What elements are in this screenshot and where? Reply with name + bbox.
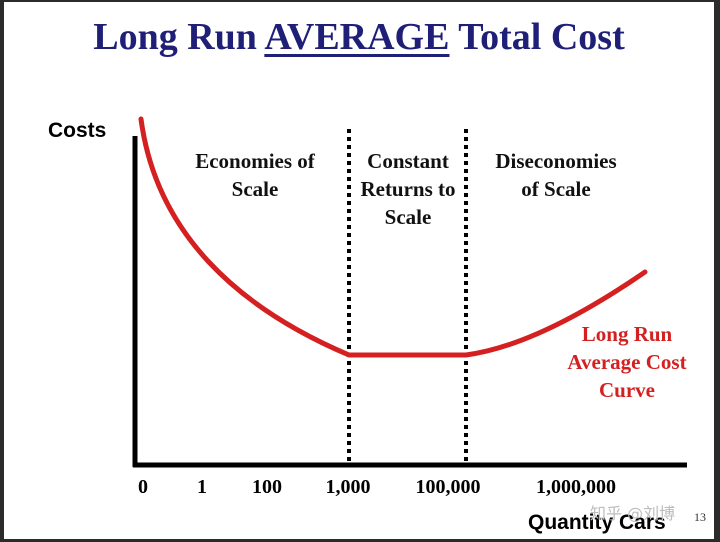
- cost-chart: [132, 116, 687, 468]
- curve-label: Long Run Average Cost Curve: [552, 320, 702, 404]
- x-tick-label: 1: [197, 476, 207, 498]
- y-axis-label: Costs: [48, 119, 107, 142]
- region-constant-line-2: Returns to: [360, 177, 456, 201]
- title-prefix: Long Run: [93, 16, 265, 58]
- region-economies: Economies of Scale: [176, 147, 334, 203]
- region-constant-line-1: Constant: [367, 149, 449, 173]
- curve-label-line-1: Long Run: [581, 322, 673, 346]
- region-diseconomies-line-2: of Scale: [521, 177, 591, 201]
- x-tick-label: 1,000: [325, 476, 371, 498]
- title-emphasis: AVERAGE: [264, 16, 450, 58]
- slide-title: Long Run AVERAGE Total Cost: [4, 14, 714, 60]
- curve-label-line-3: Curve: [599, 378, 655, 402]
- region-constant-line-3: Scale: [384, 205, 432, 229]
- x-tick-label: 100,000: [415, 476, 481, 498]
- page-number: 13: [694, 510, 706, 524]
- slide: Long Run AVERAGE Total Cost Costs Econom…: [4, 2, 714, 539]
- region-economies-line-2: Scale: [231, 177, 279, 201]
- region-economies-line-1: Economies of: [195, 149, 315, 173]
- region-constant: Constant Returns to Scale: [346, 147, 470, 231]
- region-diseconomies: Diseconomies of Scale: [478, 147, 634, 203]
- x-axis-label: Quantity Cars: [528, 511, 666, 534]
- x-tick-label: 100: [252, 476, 282, 498]
- watermark: 知乎 @刘博: [590, 504, 676, 523]
- x-tick-label: 0: [138, 476, 148, 498]
- region-diseconomies-line-1: Diseconomies: [495, 149, 617, 173]
- lrac-curve: [138, 116, 648, 358]
- x-tick-label: 1,000,000: [536, 476, 616, 498]
- title-suffix: Total Cost: [449, 16, 625, 58]
- curve-label-line-2: Average Cost: [567, 350, 687, 374]
